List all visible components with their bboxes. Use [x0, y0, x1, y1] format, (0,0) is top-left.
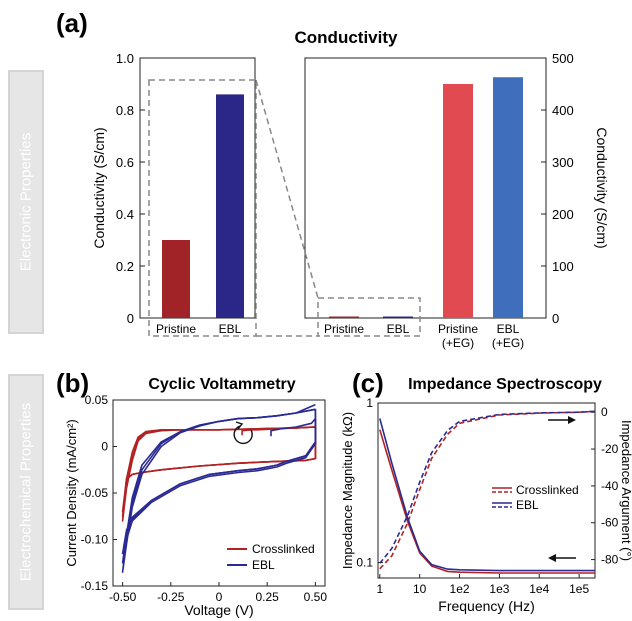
y-tick-label: 0 — [101, 440, 108, 454]
y-tick-label: 0.4 — [116, 207, 134, 222]
electronic-properties-banner: Electronic Properties — [8, 70, 44, 334]
y-tick-label: 0.8 — [116, 103, 134, 118]
legend-label: EBL — [516, 498, 539, 512]
bar — [216, 94, 244, 319]
y2-tick-label: -20 — [601, 442, 619, 456]
bar — [329, 316, 359, 318]
y-tick-label: 1.0 — [116, 51, 134, 66]
y-tick-label: 0.1 — [356, 556, 373, 570]
bar — [493, 77, 523, 319]
zoom-box-right — [317, 297, 421, 337]
x-tick-label: 0.50 — [304, 590, 328, 604]
plot-frame — [139, 57, 256, 319]
impedance-title: Impedance Spectroscopy — [408, 376, 602, 393]
y-tick-label: -0.05 — [81, 486, 109, 500]
y-tick-label: 200 — [552, 207, 574, 222]
y-axis-label: Conductivity (S/cm) — [594, 127, 610, 248]
x-tick-label: EBL — [387, 322, 410, 336]
series-line — [121, 426, 317, 513]
x-tick-label: Pristine (+EG) — [438, 322, 478, 350]
y-tick-label: 400 — [552, 103, 574, 118]
x-tick-label: Pristine — [156, 322, 196, 336]
y2-axis-label: Impedance Argument (°) — [619, 420, 632, 561]
panel-label-a: (a) — [56, 8, 88, 38]
x-tick-label: 1e2 — [450, 582, 470, 596]
y-tick-label: 0.2 — [116, 259, 134, 274]
zoom-connector-top — [255, 79, 319, 299]
x-tick-label: Pristine — [324, 322, 364, 336]
panel-label-c: (c) — [352, 368, 384, 398]
bar — [383, 316, 413, 318]
legend-label: Crosslinked — [252, 542, 315, 556]
panel-label-b: (b) — [56, 368, 89, 398]
x-tick-label: 10 — [413, 582, 427, 596]
y2-tick-label: -80 — [601, 553, 619, 567]
conductivity-right-chart: 0 100 200 300 400 500 Pristine EBL Pristine (+EG)… — [304, 51, 610, 350]
magnitude-line — [379, 429, 595, 574]
y-tick-label: -0.15 — [81, 579, 109, 593]
cyclic-voltammetry-chart: -0.15 -0.10 -0.05 0 0.05 -0.50 -0.25 0 0.25 0.50 C… — [64, 393, 327, 618]
arrowhead-right-icon — [568, 416, 576, 424]
argument-line — [379, 410, 596, 570]
x-tick-label: EBL — [219, 322, 242, 336]
x-axis-label: Voltage (V) — [184, 602, 253, 618]
x-tick-label: -0.25 — [157, 590, 185, 604]
x-axis-label: Frequency (Hz) — [438, 598, 534, 614]
bar — [443, 84, 473, 318]
bar — [162, 240, 190, 318]
series-line — [121, 403, 317, 573]
x-tick-label: 1e3 — [489, 582, 509, 596]
series-line — [121, 426, 317, 522]
x-tick-label: 0 — [216, 590, 223, 604]
legend-label: Crosslinked — [516, 483, 579, 497]
y-axis-label: Impedance Magnitude (kΩ) — [340, 412, 355, 569]
plot-frame — [304, 57, 547, 319]
conductivity-title: Conductivity — [295, 28, 398, 47]
y-tick-label: -0.10 — [81, 533, 109, 547]
y2-tick-label: 0 — [601, 405, 608, 419]
magnitude-line — [379, 418, 595, 572]
x-tick-label: 1e4 — [529, 582, 549, 596]
x-tick-label: 0.25 — [256, 590, 280, 604]
cycle-direction-icon — [233, 425, 253, 445]
y-axis-label: Current Density (mA/cm²) — [64, 419, 79, 566]
zoom-indicator — [148, 79, 421, 337]
legend-label: EBL — [252, 558, 275, 572]
y-tick-label: 0.6 — [116, 155, 134, 170]
y-tick-label: 0 — [127, 311, 134, 326]
x-tick-label: EBL (+EG) — [492, 322, 524, 350]
conductivity-left-chart: 0 0.2 0.4 0.6 0.8 1.0 Pristine EBL Conductivity … — [91, 51, 256, 336]
electrochemical-properties-banner: Electrochemical Properties — [8, 374, 44, 610]
argument-line — [379, 410, 596, 564]
y-axis-label: Conductivity (S/cm) — [91, 127, 107, 248]
arrowhead-left-icon — [548, 554, 556, 562]
y-tick-label: 1 — [366, 396, 373, 410]
y-tick-label: 300 — [552, 155, 574, 170]
cv-title: Cyclic Voltammetry — [148, 376, 295, 393]
y2-tick-label: -40 — [601, 479, 619, 493]
zoom-box-left — [148, 79, 257, 337]
impedance-chart: 0.110-20-40-60-801 10 1e2 1e3 1e4 1e5Crosslin… — [340, 396, 632, 614]
y-tick-label: 100 — [552, 259, 574, 274]
x-tick-label: 1 — [376, 582, 383, 596]
x-tick-label: 1e5 — [569, 582, 589, 596]
y2-tick-label: -60 — [601, 516, 619, 530]
y-tick-label: 0 — [552, 311, 559, 326]
x-tick-label: -0.50 — [109, 590, 137, 604]
cycle-arrowhead-icon — [235, 421, 244, 430]
plot-frame — [377, 402, 596, 579]
y-tick-label: 500 — [552, 51, 574, 66]
y-tick-label: 0.05 — [85, 393, 109, 407]
